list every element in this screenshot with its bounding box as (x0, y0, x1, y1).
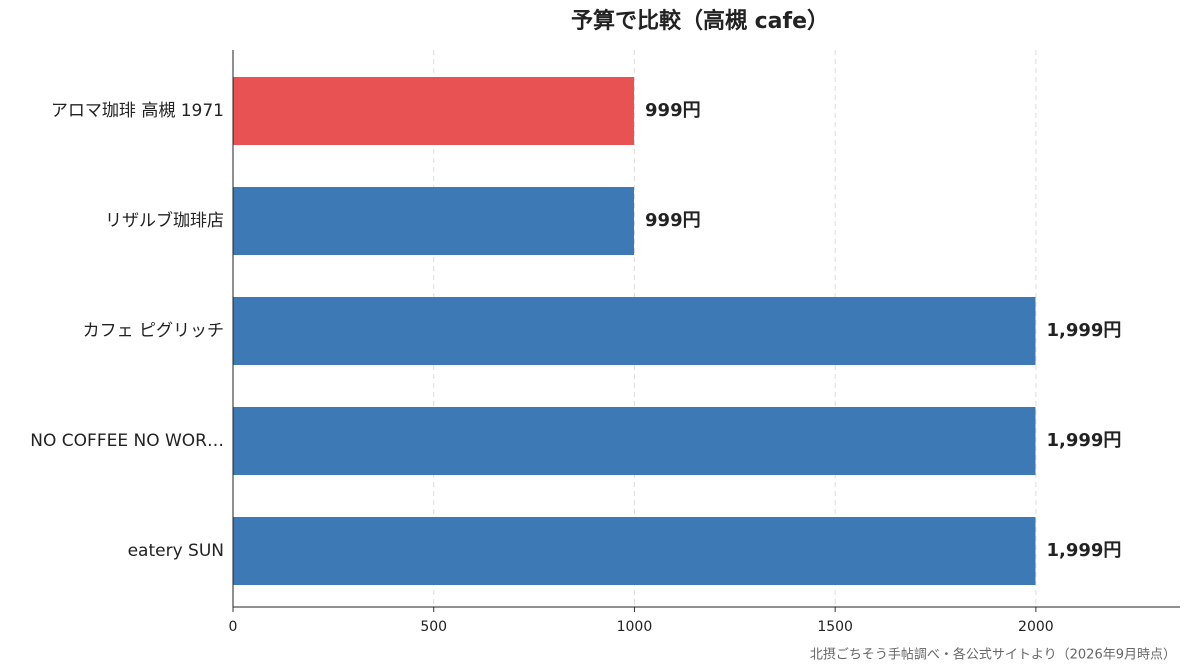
value-label: 999円 (645, 210, 701, 231)
y-tick-label: NO COFFEE NO WOR… (30, 431, 224, 451)
footnote: 北摂ごちそう手帖調べ・各公式サイトより（2026年9月時点） (810, 647, 1176, 663)
bar (233, 187, 635, 255)
bar (233, 77, 635, 145)
y-tick-label: eatery SUN (128, 541, 224, 561)
y-tick-label: カフェ ピグリッチ (83, 321, 224, 341)
x-tick-label: 2000 (1018, 619, 1054, 635)
x-tick-label: 1000 (617, 619, 653, 635)
bar (233, 407, 1036, 475)
x-tick-label: 1500 (817, 619, 853, 635)
bar (233, 297, 1036, 365)
chart-title: 予算で比較（高槻 cafe） (571, 8, 829, 34)
value-label: 1,999円 (1046, 320, 1121, 341)
y-tick-label: リザルブ珈琲店 (105, 210, 224, 231)
bar (233, 517, 1036, 585)
value-label: 999円 (645, 100, 701, 121)
x-tick-label: 0 (229, 619, 238, 635)
value-label: 1,999円 (1046, 430, 1121, 451)
y-tick-label: アロマ珈琲 高槻 1971 (51, 101, 224, 121)
value-label: 1,999円 (1046, 540, 1121, 561)
x-tick-label: 500 (420, 619, 447, 635)
